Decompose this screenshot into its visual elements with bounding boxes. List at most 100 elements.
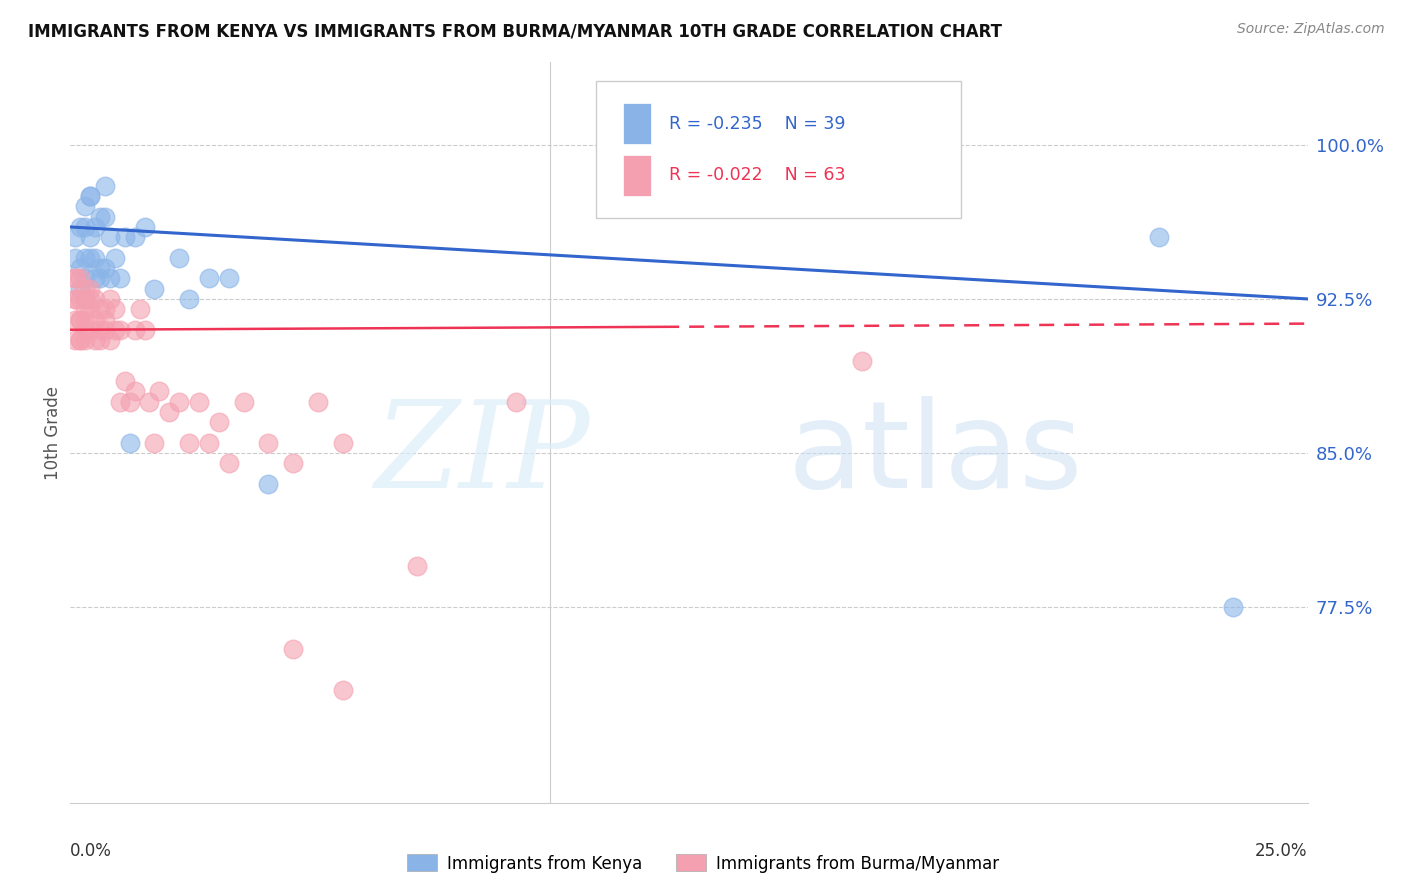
Point (75, 219, 97, 234)
Point (1147, 230, 1170, 244)
Point (79, 251, 101, 265)
Point (69, 292, 91, 306)
Point (143, 282, 166, 296)
Point (1222, 600, 1244, 615)
Point (94, 323, 117, 337)
Point (218, 271, 240, 285)
Point (65, 271, 87, 285)
Point (104, 302, 127, 317)
Point (218, 457, 240, 471)
Point (69, 312, 91, 326)
Point (124, 230, 146, 244)
Point (69, 333, 91, 347)
Point (65, 251, 87, 265)
Point (89, 323, 111, 337)
Point (108, 323, 131, 337)
Point (118, 394, 141, 409)
Point (65, 292, 87, 306)
Y-axis label: 10th Grade: 10th Grade (44, 385, 62, 480)
Point (75, 323, 97, 337)
Point (98, 333, 121, 347)
Point (65, 292, 87, 306)
Point (84, 271, 107, 285)
Point (94, 302, 117, 317)
Point (98, 271, 121, 285)
Text: 0.0%: 0.0% (70, 842, 112, 860)
Point (114, 374, 136, 388)
Text: ZIP: ZIP (374, 396, 591, 514)
Point (332, 436, 354, 450)
Point (69, 219, 91, 234)
Point (232, 394, 254, 409)
Point (89, 210, 111, 224)
Point (157, 405, 180, 419)
Point (177, 436, 200, 450)
Point (69, 312, 91, 326)
Legend: Immigrants from Kenya, Immigrants from Burma/Myanmar: Immigrants from Kenya, Immigrants from B… (401, 847, 1005, 880)
Point (65, 312, 87, 326)
Point (65, 333, 87, 347)
Point (69, 271, 91, 285)
Point (198, 271, 221, 285)
Point (281, 641, 304, 656)
Bar (623, 103, 651, 144)
Point (69, 261, 91, 276)
Point (94, 312, 117, 326)
Point (128, 302, 150, 317)
Point (75, 312, 97, 326)
Point (108, 394, 131, 409)
Point (89, 302, 111, 317)
Bar (623, 155, 651, 195)
Point (75, 251, 97, 265)
Point (257, 477, 280, 491)
Point (281, 457, 304, 471)
Point (134, 219, 156, 234)
Point (188, 394, 211, 409)
Text: IMMIGRANTS FROM KENYA VS IMMIGRANTS FROM BURMA/MYANMAR 10TH GRADE CORRELATION CH: IMMIGRANTS FROM KENYA VS IMMIGRANTS FROM… (28, 22, 1002, 40)
Point (84, 251, 107, 265)
FancyBboxPatch shape (596, 81, 962, 218)
Point (79, 323, 101, 337)
Point (89, 333, 111, 347)
Point (505, 394, 527, 409)
Point (75, 282, 97, 296)
Text: R = -0.235    N = 39: R = -0.235 N = 39 (669, 114, 845, 133)
Point (98, 292, 121, 306)
Point (177, 292, 200, 306)
Point (94, 261, 117, 276)
Point (79, 189, 101, 203)
Point (84, 219, 107, 234)
Point (75, 292, 97, 306)
Point (208, 415, 231, 429)
Point (198, 436, 221, 450)
Point (79, 230, 101, 244)
Point (89, 271, 111, 285)
Point (65, 271, 87, 285)
Point (89, 261, 111, 276)
Text: atlas: atlas (787, 396, 1084, 513)
Text: Source: ZipAtlas.com: Source: ZipAtlas.com (1237, 22, 1385, 37)
Point (104, 323, 127, 337)
Point (94, 210, 117, 224)
Point (79, 282, 101, 296)
Point (851, 353, 873, 368)
Point (75, 199, 97, 213)
Point (75, 302, 97, 317)
Point (148, 384, 170, 399)
Point (84, 312, 107, 326)
Point (124, 384, 146, 399)
Point (79, 292, 101, 306)
Point (167, 251, 190, 265)
Point (405, 559, 427, 574)
Point (75, 292, 97, 306)
Text: R = -0.022    N = 63: R = -0.022 N = 63 (669, 166, 845, 185)
Point (118, 436, 141, 450)
Point (143, 436, 166, 450)
Point (98, 230, 121, 244)
Point (138, 394, 160, 409)
Point (307, 394, 329, 409)
Point (332, 682, 354, 697)
Point (65, 230, 87, 244)
Point (134, 323, 156, 337)
Point (108, 271, 131, 285)
